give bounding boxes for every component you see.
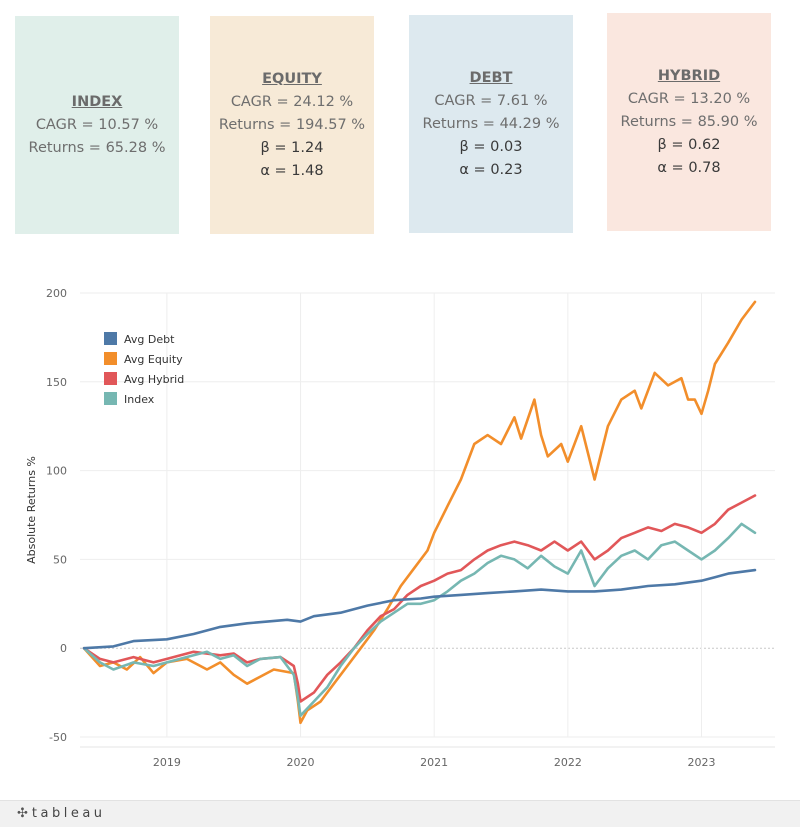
debt-returns: Returns = 44.29 % [422, 115, 560, 132]
index-cagr: CAGR = 10.57 % [35, 116, 159, 133]
index-card-title[interactable]: INDEX [71, 93, 123, 110]
hybrid-returns: Returns = 85.90 % [620, 113, 758, 130]
x-tick-label: 2023 [687, 756, 715, 769]
series-line-avg-hybrid[interactable] [82, 494, 757, 703]
series-line-index[interactable] [82, 522, 757, 717]
legend[interactable]: Avg Debt Avg Equity Avg Hybrid Index [104, 332, 184, 406]
tableau-logo-text: tableau [31, 806, 106, 821]
y-axis-ticks: -50 0 50 100 150 200 [46, 287, 67, 744]
tableau-footer: ✣ tableau [0, 800, 800, 827]
debt-beta: β = 0.03 [459, 138, 523, 155]
y-tick-label: 200 [46, 287, 67, 300]
equity-returns: Returns = 194.57 % [218, 116, 366, 133]
returns-line-chart[interactable]: -50 0 50 100 150 200 2019 2020 2021 2022 2023 Abs… [0, 270, 800, 790]
legend-label[interactable]: Avg Debt [124, 333, 175, 346]
hybrid-beta: β = 0.62 [657, 136, 721, 153]
equity-cagr: CAGR = 24.12 % [230, 93, 354, 110]
x-axis-ticks: 2019 2020 2021 2022 2023 [153, 756, 716, 769]
legend-label[interactable]: Avg Hybrid [124, 373, 184, 386]
y-axis-label: Absolute Returns % [25, 456, 38, 564]
debt-card-title[interactable]: DEBT [469, 69, 513, 86]
x-tick-label: 2022 [554, 756, 582, 769]
x-tick-label: 2021 [420, 756, 448, 769]
x-tick-label: 2020 [287, 756, 315, 769]
hybrid-card-title[interactable]: HYBRID [657, 67, 721, 84]
hybrid-cagr: CAGR = 13.20 % [627, 90, 751, 107]
hybrid-kpi-card: HYBRID CAGR = 13.20 % Returns = 85.90 % … [607, 13, 771, 231]
grid [80, 292, 775, 748]
equity-beta: β = 1.24 [260, 139, 324, 156]
x-tick-label: 2019 [153, 756, 181, 769]
legend-swatch[interactable] [104, 392, 117, 405]
y-tick-label: 50 [53, 553, 67, 566]
legend-swatch[interactable] [104, 352, 117, 365]
y-tick-label: -50 [49, 731, 67, 744]
legend-swatch[interactable] [104, 372, 117, 385]
equity-card-title[interactable]: EQUITY [262, 70, 322, 87]
debt-cagr: CAGR = 7.61 % [434, 92, 548, 109]
series-lines[interactable] [82, 300, 757, 725]
index-returns: Returns = 65.28 % [28, 139, 166, 156]
y-tick-label: 150 [46, 376, 67, 389]
index-kpi-card: INDEX CAGR = 10.57 % Returns = 65.28 % [15, 16, 179, 234]
series-line-avg-debt[interactable] [82, 568, 757, 650]
legend-swatch[interactable] [104, 332, 117, 345]
legend-label[interactable]: Avg Equity [124, 353, 183, 366]
debt-kpi-card: DEBT CAGR = 7.61 % Returns = 44.29 % β =… [409, 15, 573, 233]
y-tick-label: 0 [60, 642, 67, 655]
hybrid-alpha: α = 0.78 [657, 159, 721, 176]
debt-alpha: α = 0.23 [459, 161, 523, 178]
y-tick-label: 100 [46, 465, 67, 478]
equity-kpi-card: EQUITY CAGR = 24.12 % Returns = 194.57 %… [210, 16, 374, 234]
equity-alpha: α = 1.48 [260, 162, 324, 179]
legend-label[interactable]: Index [124, 393, 155, 406]
tableau-mark-icon: ✣ [17, 806, 28, 821]
tableau-logo[interactable]: ✣ tableau [17, 806, 106, 821]
series-line-avg-equity[interactable] [82, 300, 757, 725]
